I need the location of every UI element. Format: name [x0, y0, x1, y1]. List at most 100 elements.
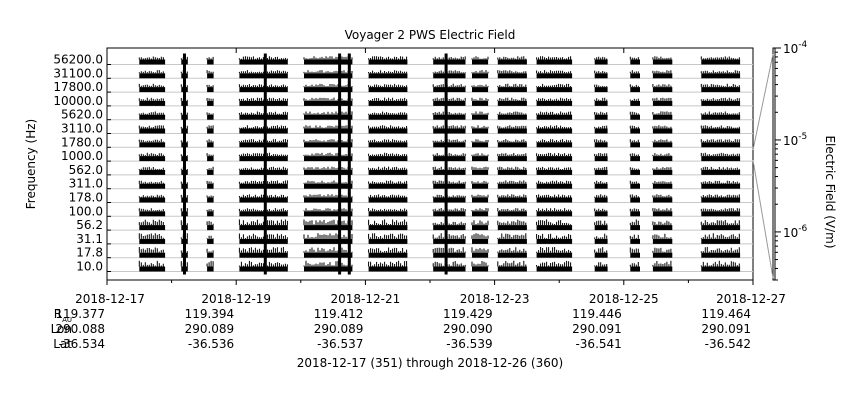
signal-spikes	[138, 139, 164, 143]
data-block	[239, 128, 288, 134]
ephemeris-value-lon: 290.089	[185, 322, 235, 336]
data-block	[433, 128, 466, 134]
data-block	[536, 266, 573, 272]
signal-spikes	[652, 208, 672, 212]
y-tick-label: 10000.0	[53, 94, 103, 108]
data-block	[497, 183, 527, 189]
signal-spikes	[629, 262, 639, 267]
signal-spikes	[497, 233, 527, 239]
data-block	[472, 197, 489, 203]
data-block	[433, 183, 466, 189]
data-block	[594, 211, 608, 217]
data-block	[630, 142, 640, 148]
data-block	[536, 59, 573, 65]
ephemeris-value-lat: -36.539	[446, 337, 492, 351]
signal-spikes	[497, 56, 527, 60]
data-block	[207, 73, 214, 79]
signal-spikes	[471, 247, 489, 253]
data-block	[139, 59, 166, 65]
data-block	[207, 169, 214, 175]
data-block	[630, 266, 640, 272]
data-block	[497, 142, 527, 148]
x-tick-label: 2018-12-23	[460, 292, 530, 306]
signal-spikes	[368, 70, 408, 74]
data-block	[139, 225, 166, 231]
data-block	[701, 225, 741, 231]
signal-spikes	[652, 111, 672, 115]
data-block	[472, 225, 489, 231]
data-block	[207, 252, 214, 258]
colorbar-label: Electric Field (V/m)	[823, 135, 837, 248]
data-block	[472, 73, 489, 79]
x-tick-label: 2018-12-19	[201, 292, 271, 306]
signal-spikes	[594, 220, 608, 226]
signal-spikes	[536, 56, 572, 60]
signal-spikes	[652, 260, 672, 267]
signal-spikes	[629, 167, 639, 170]
signal-spikes	[594, 180, 608, 184]
data-block	[139, 87, 166, 93]
signal-spikes	[700, 166, 740, 170]
signal-spikes	[138, 247, 164, 253]
ephemeris-row-label: RAU	[54, 307, 72, 324]
x-tick-label: 2018-12-21	[331, 292, 401, 306]
data-block	[304, 142, 353, 148]
y-tick-label: 56.2	[76, 218, 103, 232]
signal-spikes	[536, 233, 572, 239]
y-tick-label: 56200.0	[53, 53, 103, 67]
data-block	[433, 114, 466, 120]
data-block	[594, 128, 608, 134]
data-block	[239, 156, 288, 162]
signal-spikes	[652, 125, 672, 129]
data-block	[368, 266, 408, 272]
colorbar-tick-label: 10-5	[783, 132, 807, 148]
signal-spikes	[629, 194, 639, 198]
data-block	[497, 211, 527, 217]
signal-spikes	[471, 194, 489, 198]
data-block	[701, 211, 741, 217]
burst-mark	[183, 53, 186, 275]
signal-spikes	[594, 139, 608, 143]
data-block	[497, 128, 527, 134]
signal-spikes	[497, 139, 527, 143]
data-block	[497, 169, 527, 175]
data-block	[207, 238, 214, 244]
data-block	[368, 169, 408, 175]
signal-spikes	[471, 208, 489, 212]
y-tick-label: 3110.0	[61, 122, 103, 136]
ephemeris-value-r: 119.394	[185, 307, 235, 321]
data-block	[497, 73, 527, 79]
signal-spikes	[700, 83, 740, 88]
data-block	[594, 59, 608, 65]
data-block	[536, 197, 573, 203]
signal-spikes	[652, 70, 672, 74]
data-block	[472, 156, 489, 162]
data-block	[433, 100, 466, 106]
data-block	[652, 59, 673, 65]
data-block	[630, 225, 640, 231]
signal-spikes	[368, 247, 408, 253]
data-block	[652, 183, 673, 189]
data-block	[472, 169, 489, 175]
data-block	[304, 252, 353, 258]
data-block	[139, 100, 166, 106]
y-axis-label: Frequency (Hz)	[24, 119, 38, 210]
data-block	[594, 225, 608, 231]
data-block	[652, 266, 673, 272]
data-block	[207, 114, 214, 120]
signal-spikes	[652, 84, 672, 88]
data-block	[433, 197, 466, 203]
data-block	[207, 59, 214, 65]
signal-spikes	[536, 208, 572, 212]
signal-spikes	[138, 219, 164, 226]
signal-spikes	[536, 180, 572, 184]
data-block	[368, 73, 408, 79]
data-block	[497, 87, 527, 93]
data-block	[368, 211, 408, 217]
data-block	[652, 156, 673, 162]
data-block	[630, 59, 640, 65]
signal-spikes	[138, 260, 164, 267]
data-block	[368, 252, 408, 258]
data-block	[304, 183, 353, 189]
